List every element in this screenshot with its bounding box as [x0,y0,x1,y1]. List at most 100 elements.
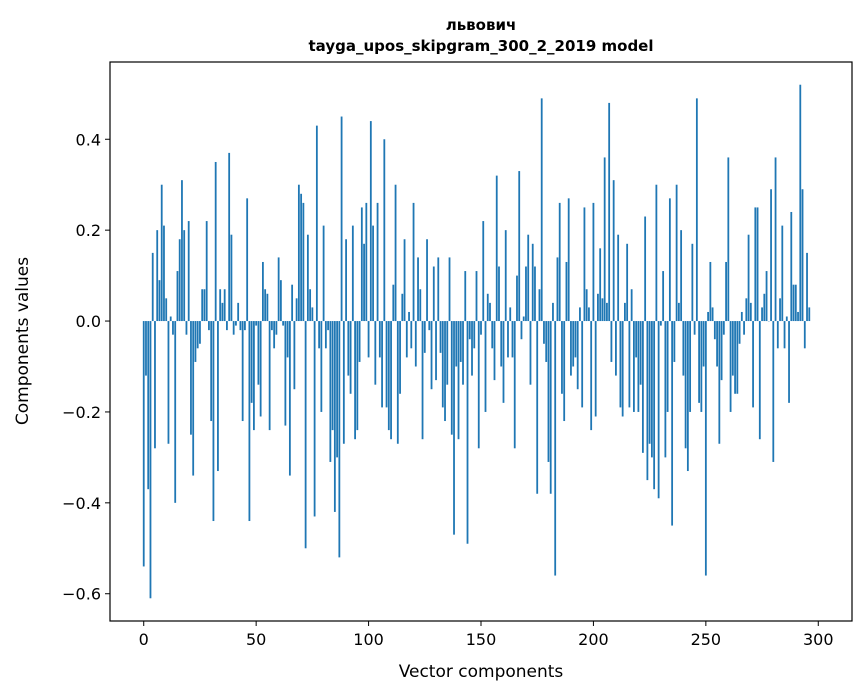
bar [327,321,329,331]
bar [808,307,811,322]
bar [686,321,689,472]
bar [677,302,680,322]
bar [693,321,696,335]
bar [414,321,417,367]
y-tick-label: −0.4 [62,494,101,513]
bar [322,225,325,322]
bar [783,321,786,349]
bar [731,321,734,376]
bar [199,321,201,344]
bar [390,321,392,440]
bar [419,289,422,322]
bar [590,321,593,431]
bar [466,321,469,544]
bar [444,321,446,422]
bar [228,152,231,322]
bar [403,239,406,322]
bar [401,293,404,322]
bar [369,121,372,322]
bar [502,321,505,403]
bar [331,321,334,431]
bar [774,157,777,322]
bar [657,321,660,499]
bar [763,293,766,322]
bar [311,307,314,322]
bar [583,207,586,322]
bar [606,302,608,322]
bar [293,321,296,390]
bar [554,321,557,576]
bar [761,307,763,322]
bar [664,321,667,458]
bar [624,302,626,322]
bar [405,321,408,358]
bar [306,234,309,322]
bar [585,289,588,322]
bar [653,321,656,490]
bar [619,321,622,408]
bar [770,189,772,322]
bar [567,198,570,322]
bar [520,321,523,340]
bar [291,284,294,322]
bars-group [142,84,811,599]
x-tick-label: 300 [803,630,834,649]
bar [534,266,536,322]
bar [711,307,714,322]
bar [167,321,170,444]
bar [662,271,665,322]
y-tick-label: 0.0 [76,312,101,331]
bar [279,280,282,322]
bar [432,266,435,322]
bar [538,289,541,322]
bar [374,321,377,385]
bar [655,184,658,322]
plot-frame [109,61,853,622]
bar [318,321,321,349]
bar [448,257,451,322]
bar [633,321,635,412]
chart-title: львович [446,16,517,34]
bar [205,221,208,322]
bar [648,321,651,444]
bar [464,271,467,322]
bar [338,321,341,558]
bar [394,184,397,322]
bar [531,243,534,322]
bar [691,243,694,322]
bar [574,321,577,358]
bar [208,321,210,331]
bar [630,289,633,322]
bar [230,234,233,322]
bar [297,184,300,322]
bar [284,321,287,426]
y-tick-label: 0.2 [76,221,101,240]
bar [790,211,793,322]
bar [163,225,165,322]
bar [165,298,168,322]
bar [743,321,745,335]
bar [650,321,653,458]
bar [288,321,291,476]
bar [248,321,251,522]
bar [223,289,226,322]
bar [599,248,602,322]
bar [392,284,395,322]
bar [426,239,428,322]
bar [194,321,197,362]
y-tick-label: −0.2 [62,403,101,422]
bar [540,98,543,322]
bar [495,175,498,322]
bar [151,252,154,322]
bar [615,321,617,376]
x-tick-label: 150 [466,630,497,649]
bar [803,321,806,349]
bar [210,321,213,422]
bar [154,321,156,449]
bar [453,321,455,535]
bar [273,321,276,349]
bar [644,216,647,322]
bar [315,125,318,322]
bar [439,321,442,353]
